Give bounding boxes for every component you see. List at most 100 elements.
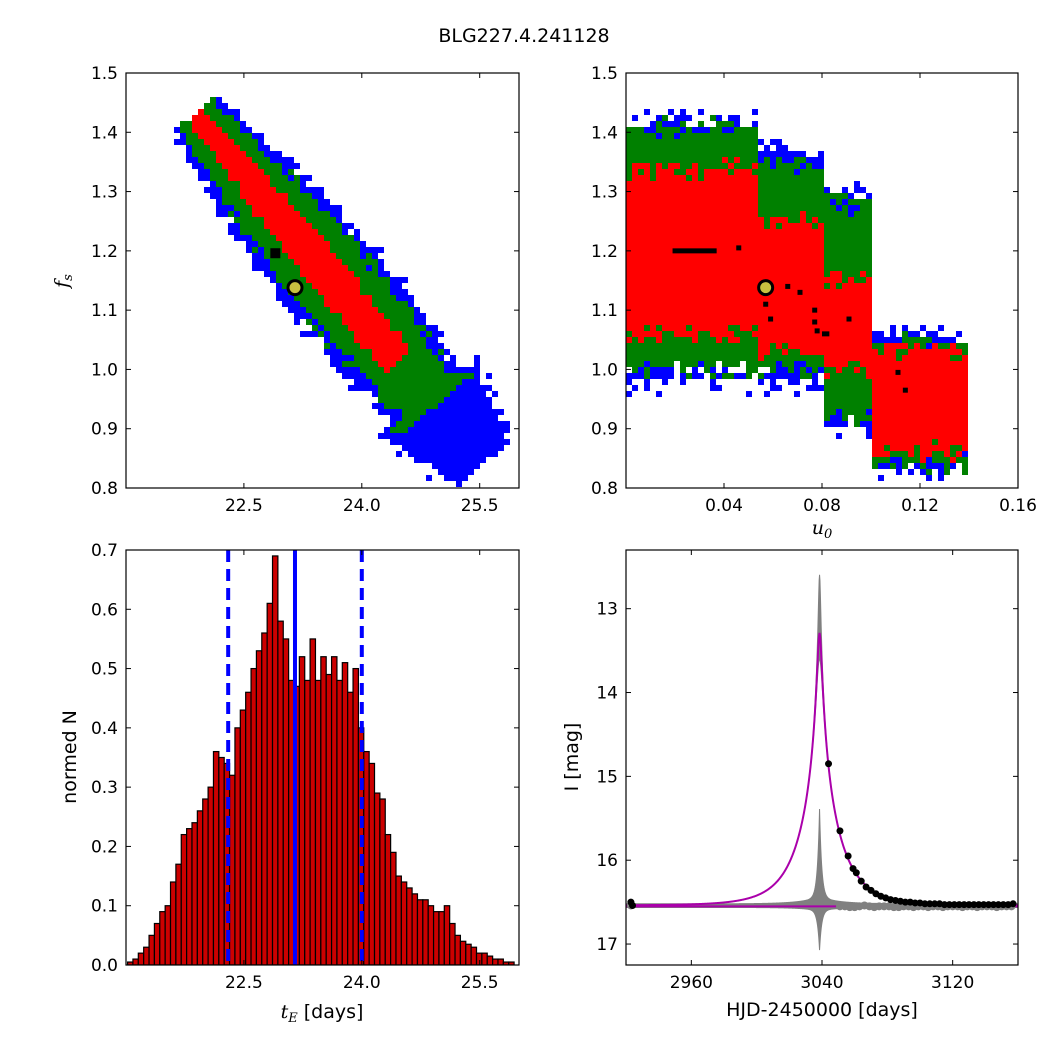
sigma2-cell	[282, 181, 288, 187]
sigma1-cell	[258, 187, 264, 193]
sigma2-cell	[662, 355, 668, 361]
sigma2-cell	[716, 151, 722, 157]
sigma3-cell	[426, 325, 432, 331]
sigma1-cell	[396, 355, 402, 361]
sigma1-cell	[300, 265, 306, 271]
sigma3-cell	[264, 265, 270, 271]
sigma2-cell	[698, 157, 704, 163]
sigma1-cell	[276, 199, 282, 205]
sigma1-cell	[300, 235, 306, 241]
sigma2-cell	[414, 415, 420, 421]
sigma1-cell	[396, 349, 402, 355]
sigma3-cell	[710, 385, 716, 391]
sigma2-cell	[330, 313, 336, 319]
sigma3-cell	[420, 433, 426, 439]
sigma2-cell	[372, 265, 378, 271]
sigma3-cell	[450, 439, 456, 445]
sigma3-cell	[438, 451, 444, 457]
sigma1-cell	[258, 211, 264, 217]
sigma2-cell	[396, 313, 402, 319]
sigma2-cell	[686, 361, 692, 367]
sigma3-cell	[408, 445, 414, 451]
sigma3-cell	[258, 259, 264, 265]
sigma2-cell	[270, 265, 276, 271]
sigma3-cell	[354, 235, 360, 241]
sigma3-cell	[830, 415, 836, 421]
sigma3-cell	[192, 157, 198, 163]
sigma3-cell	[414, 439, 420, 445]
sigma2-cell	[728, 373, 734, 379]
sigma2-cell	[686, 337, 692, 343]
sigma2-cell	[258, 157, 264, 163]
sigma3-cell	[444, 469, 450, 475]
sigma2-cell	[680, 151, 686, 157]
sigma3-cell	[462, 451, 468, 457]
sigma1-cell	[396, 337, 402, 343]
sigma3-cell	[282, 289, 288, 295]
sigma1-cell	[384, 331, 390, 337]
sigma3-cell	[234, 223, 240, 229]
sigma2-cell	[384, 283, 390, 289]
sigma3-cell	[432, 349, 438, 355]
sigma1-cell	[192, 115, 198, 121]
sigma2-cell	[324, 307, 330, 313]
sigma2-cell	[692, 139, 698, 145]
sigma2-cell	[258, 223, 264, 229]
sigma1-cell	[402, 349, 408, 355]
sigma1-cell	[324, 241, 330, 247]
sigma2-cell	[420, 397, 426, 403]
sigma2-cell	[656, 139, 662, 145]
sigma3-cell	[384, 409, 390, 415]
sigma3-cell	[626, 391, 632, 397]
sigma2-cell	[210, 103, 216, 109]
sigma3-cell	[204, 187, 210, 193]
sigma3-cell	[920, 469, 926, 475]
sigma3-cell	[480, 409, 486, 415]
sigma2-cell	[456, 379, 462, 385]
sigma2-cell	[414, 397, 420, 403]
sigma2-cell	[354, 271, 360, 277]
sigma2-cell	[644, 157, 650, 163]
sigma2-cell	[384, 391, 390, 397]
sigma2-cell	[680, 163, 686, 169]
y-tick-label: 1.4	[91, 123, 118, 143]
sigma2-cell	[704, 157, 710, 163]
sigma2-cell	[680, 367, 686, 373]
sigma2-cell	[336, 337, 342, 343]
sigma1-cell	[318, 265, 324, 271]
sigma3-cell	[426, 421, 432, 427]
sigma3-cell	[644, 385, 650, 391]
sigma3-cell	[348, 385, 354, 391]
sigma3-cell	[812, 163, 818, 169]
sigma3-cell	[668, 109, 674, 115]
sigma3-cell	[486, 433, 492, 439]
sigma3-cell	[854, 187, 860, 193]
sigma2-cell	[246, 151, 252, 157]
sigma1-cell	[372, 307, 378, 313]
sigma2-cell	[626, 169, 632, 175]
sigma3-cell	[480, 385, 486, 391]
sigma3-cell	[252, 253, 258, 259]
sigma1-cell	[294, 247, 300, 253]
sigma3-cell	[680, 127, 686, 133]
sigma3-cell	[222, 205, 228, 211]
sigma2-cell	[438, 367, 444, 373]
sigma3-cell	[234, 235, 240, 241]
sigma3-cell	[300, 187, 306, 193]
sigma3-cell	[462, 457, 468, 463]
sigma3-cell	[776, 139, 782, 145]
sigma1-cell	[348, 283, 354, 289]
sigma1-cell	[384, 367, 390, 373]
sigma1-cell	[240, 181, 246, 187]
sigma3-cell	[276, 283, 282, 289]
sigma2-cell	[384, 403, 390, 409]
sigma3-cell	[186, 151, 192, 157]
sigma1-cell	[372, 325, 378, 331]
sigma2-cell	[264, 247, 270, 253]
sigma3-cell	[776, 145, 782, 151]
sigma2-cell	[728, 121, 734, 127]
sigma2-cell	[644, 343, 650, 349]
sigma2-cell	[722, 355, 728, 361]
sigma2-cell	[626, 361, 632, 367]
sigma2-cell	[674, 337, 680, 343]
